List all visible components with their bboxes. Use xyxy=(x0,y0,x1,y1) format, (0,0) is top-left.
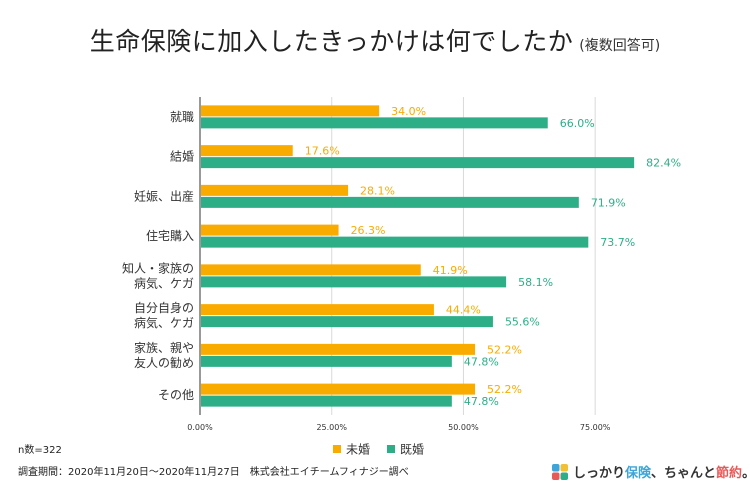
sample-size-note: n数=322 xyxy=(18,445,62,456)
category-label: 住宅購入 xyxy=(146,228,194,243)
bar-unmarried xyxy=(201,383,476,395)
data-label: 17.6% xyxy=(305,145,340,158)
chart-title: 生命保険に加入したきっかけは何でしたか (複数回答可) xyxy=(0,22,750,58)
x-tick-label: 25.00% xyxy=(316,423,347,432)
bar-married xyxy=(201,236,589,248)
bar-unmarried xyxy=(201,224,339,236)
brand-logo-text: しっかり保険、ちゃんと節約。 xyxy=(573,466,750,481)
data-label: 66.0% xyxy=(560,117,595,130)
data-label: 47.8% xyxy=(464,395,499,408)
bar-married xyxy=(201,316,493,328)
bar-unmarried xyxy=(201,184,349,196)
data-label: 52.2% xyxy=(487,383,522,396)
bar-unmarried xyxy=(201,343,476,355)
data-label: 47.8% xyxy=(464,355,499,368)
x-tick-label: 50.00% xyxy=(448,423,479,432)
category-label: 病気、ケガ xyxy=(134,315,194,330)
survey-period-note: 調査期間：2020年11月20日〜2020年11月27日 株式会社エイチームフィ… xyxy=(18,467,409,478)
bar-married xyxy=(201,117,548,129)
data-label: 44.4% xyxy=(446,304,481,317)
category-label: 結婚 xyxy=(170,150,194,164)
legend-label: 既婚 xyxy=(400,443,424,457)
brand-logo: しっかり保険、ちゃんと節約。 xyxy=(552,462,750,481)
bar-married xyxy=(201,355,452,367)
category-label: 自分自身の xyxy=(134,300,194,315)
x-tick-label: 0.00% xyxy=(187,423,213,432)
brand-logo-icon xyxy=(552,463,568,480)
category-label: 妊娠、出産 xyxy=(134,188,194,203)
bar-unmarried xyxy=(201,105,380,117)
data-label: 34.0% xyxy=(391,105,426,118)
category-label: 友人の勧め xyxy=(134,356,194,370)
bar-married xyxy=(201,157,635,169)
data-label: 73.7% xyxy=(600,236,635,249)
category-label: その他 xyxy=(158,388,194,402)
bar-unmarried xyxy=(201,304,434,316)
data-label: 82.4% xyxy=(646,157,681,170)
chart-title-text: 生命保険に加入したきっかけは何でしたか xyxy=(89,27,574,56)
data-label: 52.2% xyxy=(487,343,522,356)
bar-married xyxy=(201,196,579,208)
bar-unmarried xyxy=(201,145,293,157)
data-label: 26.3% xyxy=(351,224,386,237)
data-label: 41.9% xyxy=(433,264,468,277)
category-label: 家族、親や xyxy=(134,340,194,355)
data-label: 58.1% xyxy=(518,276,553,289)
bar-unmarried xyxy=(201,264,421,276)
bar-married xyxy=(201,276,507,288)
category-label: 就職 xyxy=(170,110,194,124)
category-label: 病気、ケガ xyxy=(134,275,194,290)
data-label: 28.1% xyxy=(360,184,395,197)
data-label: 55.6% xyxy=(505,316,540,329)
x-tick-label: 75.00% xyxy=(580,423,611,432)
legend-swatch xyxy=(333,445,341,453)
legend-swatch xyxy=(387,445,395,453)
category-label: 知人・家族の xyxy=(122,260,194,275)
data-label: 71.9% xyxy=(591,196,626,209)
legend-label: 未婚 xyxy=(346,443,370,457)
chart-subtitle: (複数回答可) xyxy=(579,38,661,54)
bar-married xyxy=(201,395,452,407)
